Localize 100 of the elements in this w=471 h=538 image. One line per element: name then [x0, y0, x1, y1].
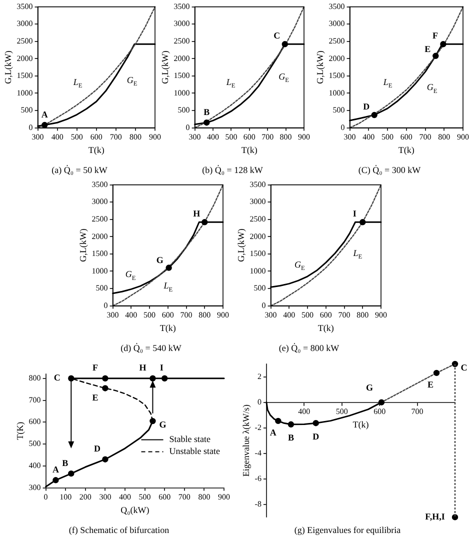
x-tick-label: 600	[162, 310, 174, 320]
annotation: F,H,I	[425, 512, 446, 522]
annotation: D	[363, 101, 370, 112]
text: (f) Schematic of bifurcation	[68, 524, 170, 535]
x-tick-label: 600	[374, 407, 386, 416]
x-axis-title: T(k)	[88, 145, 104, 156]
y-tick-label: 3500	[92, 180, 108, 189]
y-tick-label: 2000	[250, 232, 266, 241]
y-tick-label: 1000	[174, 88, 190, 98]
x-tick-label: 400	[283, 310, 296, 320]
y-tick-label: 1500	[174, 71, 190, 80]
text: (e) Q̇₀ = 800 kW	[278, 342, 340, 353]
x-tick-label: 700	[110, 132, 122, 142]
x-tick-label: 600	[158, 492, 171, 502]
annotation: F	[432, 30, 438, 40]
annotation: C	[274, 30, 280, 40]
x-tick-label: 600	[320, 310, 332, 320]
y-tick-label: 1500	[92, 249, 108, 258]
y-tick-label: 1500	[328, 71, 345, 80]
annotation: I	[352, 208, 357, 218]
y-tick-label: 500	[28, 439, 41, 448]
x-tick-label: 800	[356, 310, 369, 320]
y-axis-title: G,L(kW)	[160, 50, 170, 84]
x-tick-label: 900	[218, 492, 230, 502]
y-tick-label: 2500	[92, 214, 108, 224]
x-tick-label: 500	[382, 132, 394, 142]
y-axis-title: G,L(kW)	[236, 228, 246, 262]
x-tick-label: 400	[362, 132, 375, 142]
x-axis-title: T(k)	[160, 323, 176, 334]
x-axis-title: T(k)	[241, 145, 258, 156]
x-tick-label: 500	[138, 492, 151, 502]
y-tick-label: 1000	[328, 88, 345, 98]
y-tick-label: 1000	[250, 266, 266, 276]
annotation: A	[270, 427, 277, 438]
legend-label: Stable state	[169, 434, 211, 444]
x-tick-label: 600	[400, 132, 412, 142]
y-tick-label: 3000	[92, 197, 108, 206]
y-tick-label: 300	[28, 482, 41, 492]
y-tick-label: 2000	[174, 54, 190, 63]
y-tick-label: 0	[186, 122, 190, 132]
x-tick-label: 900	[217, 310, 229, 320]
x-tick-label: 300	[264, 310, 277, 320]
x-tick-label: 300	[188, 132, 201, 142]
y-tick-label: 600	[28, 417, 41, 426]
x-tick-label: 400	[207, 132, 219, 142]
annotation: D	[94, 444, 101, 454]
y-tick-label: 3500	[328, 2, 345, 11]
y-tick-label: 3500	[16, 2, 33, 11]
y-tick-label: -2	[254, 422, 262, 432]
y-tick-label: 0	[262, 300, 266, 310]
annotation: H	[139, 362, 146, 373]
y-tick-label: 1500	[16, 71, 33, 80]
annotation: E	[428, 379, 434, 390]
y-tick-label: 2000	[92, 232, 108, 241]
y-tick-label: 2500	[250, 214, 266, 224]
x-tick-label: 500	[302, 310, 314, 320]
y-tick-label: -8	[254, 500, 262, 509]
y-axis-title: Eigenvalue λ(kW/s)	[240, 404, 251, 477]
x-tick-label: 500	[70, 132, 83, 142]
y-tick-label: 0	[340, 122, 345, 132]
x-tick-label: 900	[457, 132, 469, 142]
y-tick-label: 700	[28, 395, 41, 404]
text: (a) Q̇₀ = 50 kW	[52, 164, 108, 175]
y-tick-label: 500	[178, 106, 190, 115]
text: (C) Q̇₀ = 300 kW	[358, 164, 422, 175]
annotation: C	[460, 362, 468, 372]
annotation: G	[156, 255, 164, 266]
x-tick-label: 200	[79, 492, 92, 502]
y-tick-label: 3000	[328, 19, 345, 28]
y-tick-label: 2500	[16, 36, 33, 46]
y-tick-label: 2500	[174, 36, 190, 46]
x-tick-label: 400	[298, 407, 310, 416]
y-tick-label: -4	[254, 448, 262, 458]
x-tick-label: 400	[125, 310, 138, 320]
y-axis-title: G,L(kW)	[314, 50, 325, 84]
x-tick-label: 400	[51, 132, 64, 142]
annotation: G	[159, 419, 166, 430]
annotation: B	[288, 432, 294, 443]
x-tick-label: 300	[344, 132, 356, 142]
x-tick-label: 700	[419, 132, 432, 142]
text: (d) Q̇₀ = 540 kW	[120, 342, 182, 353]
text: (b) Q̇₀ = 128 kW	[202, 164, 264, 175]
annotation: E	[424, 44, 431, 54]
annotation: G	[366, 382, 373, 393]
x-axis-title: T(k)	[398, 145, 414, 156]
x-tick-label: 500	[225, 132, 238, 142]
y-tick-label: 800	[28, 373, 41, 382]
x-tick-label: 900	[375, 310, 387, 320]
y-tick-label: 3000	[250, 197, 266, 206]
y-tick-label: 3500	[250, 180, 266, 189]
y-tick-label: 2	[257, 372, 262, 381]
y-tick-label: 500	[20, 106, 33, 115]
annotation: B	[204, 106, 210, 117]
y-tick-label: -6	[254, 474, 262, 483]
annotation: E	[92, 392, 98, 403]
y-tick-label: 0	[104, 300, 108, 310]
text: (g) Eigenvalues for equilibria	[294, 524, 401, 535]
x-axis-title: T(k)	[318, 323, 334, 334]
y-tick-label: 0	[257, 397, 262, 406]
x-tick-label: 900	[298, 132, 310, 142]
